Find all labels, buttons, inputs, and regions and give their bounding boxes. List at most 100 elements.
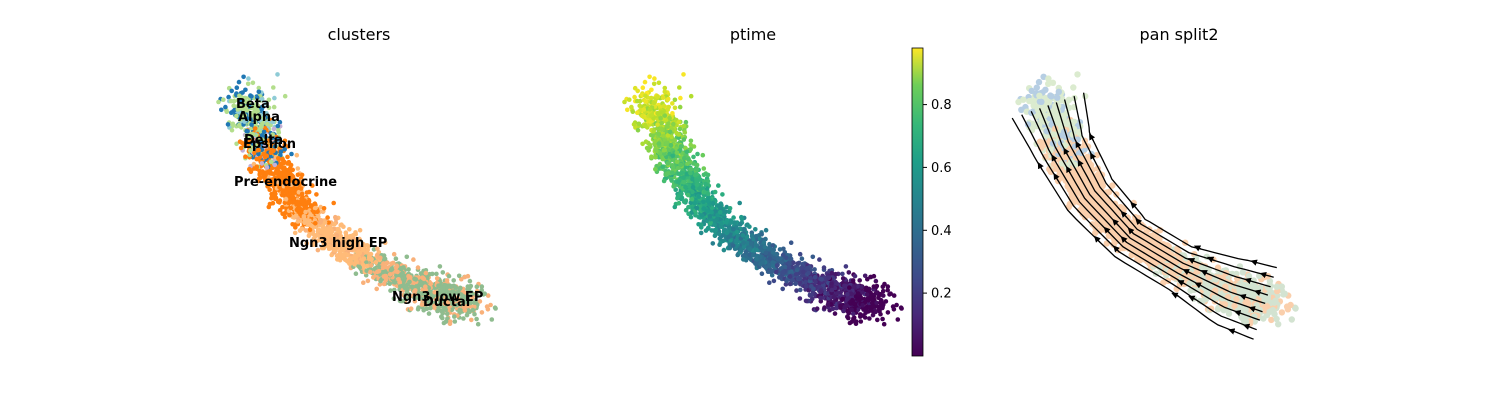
cluster-point xyxy=(407,279,412,285)
ptime-point xyxy=(737,221,743,227)
ptime-point xyxy=(678,95,683,101)
cluster-point xyxy=(301,214,307,219)
ptime-point xyxy=(719,221,724,226)
ptime-point xyxy=(622,99,627,105)
cluster-point xyxy=(479,310,485,315)
ptime-point xyxy=(803,279,808,285)
ptime-point xyxy=(665,107,670,112)
ptime-point xyxy=(676,179,681,185)
cluster-point xyxy=(255,178,261,184)
ptime-point xyxy=(669,178,674,183)
cluster-point xyxy=(245,81,251,87)
cluster-point xyxy=(364,243,370,248)
ptime-point xyxy=(873,309,878,315)
ptime-point xyxy=(830,306,836,312)
ptime-point xyxy=(731,215,736,220)
cluster-point xyxy=(295,166,301,171)
ptime-point xyxy=(681,123,687,129)
ptime-point xyxy=(867,316,872,321)
ptime-point xyxy=(834,281,840,286)
ptime-point xyxy=(665,124,670,129)
ptime-point xyxy=(812,274,818,280)
cluster-point xyxy=(266,138,272,143)
cluster-point xyxy=(489,317,495,322)
ptime-point xyxy=(888,291,893,297)
ptime-point xyxy=(640,113,645,119)
ptime-point xyxy=(712,233,718,239)
ptime-point xyxy=(717,209,723,215)
cluster-point xyxy=(243,95,248,101)
cluster-point xyxy=(420,275,426,281)
ptime-point xyxy=(878,311,883,317)
cluster-point xyxy=(273,191,278,197)
ptime-point xyxy=(881,293,886,298)
ptime-point xyxy=(852,273,858,279)
cluster-point xyxy=(467,309,472,315)
cluster-point xyxy=(444,311,450,317)
ptime-point xyxy=(665,171,670,176)
cluster-point xyxy=(352,254,357,260)
cluster-point xyxy=(382,256,388,262)
cluster-point xyxy=(368,263,374,268)
ptime-point xyxy=(647,142,653,148)
ptime-point xyxy=(688,138,694,144)
cluster-point xyxy=(404,254,410,260)
cluster-point xyxy=(395,269,400,275)
cluster-point xyxy=(236,79,242,85)
ptime-point xyxy=(727,206,733,211)
cluster-point xyxy=(282,138,288,144)
cluster-point xyxy=(479,284,485,289)
ptime-point xyxy=(672,105,678,111)
cluster-point xyxy=(434,271,439,277)
ptime-point xyxy=(748,241,754,246)
cluster-point xyxy=(378,255,383,261)
cluster-point xyxy=(266,204,272,210)
ptime-point xyxy=(754,233,759,239)
cluster-point xyxy=(485,293,491,298)
cluster-point xyxy=(406,267,411,272)
ptime-point xyxy=(818,295,823,301)
cluster-point xyxy=(444,278,450,283)
cluster-point xyxy=(328,229,334,235)
ptime-point xyxy=(846,311,851,316)
cluster-point xyxy=(445,284,450,290)
cluster-point xyxy=(331,200,337,206)
ptime-point xyxy=(787,261,792,266)
cluster-label: Ngn3 high EP xyxy=(289,236,387,251)
cluster-point xyxy=(256,85,262,91)
cluster-point xyxy=(307,227,313,233)
cluster-point xyxy=(397,279,402,285)
cluster-point xyxy=(485,307,491,312)
cluster-point xyxy=(314,192,319,197)
ptime-point xyxy=(725,229,730,235)
ptime-point xyxy=(698,230,704,236)
cluster-point xyxy=(311,236,317,241)
cluster-point xyxy=(264,101,269,106)
ptime-point xyxy=(862,273,868,279)
ptime-point xyxy=(635,88,640,94)
cluster-point xyxy=(331,221,337,227)
colorbar-gradient xyxy=(911,47,924,357)
cluster-point xyxy=(447,321,453,327)
cluster-point xyxy=(282,93,288,99)
ptime-point xyxy=(798,287,803,293)
ptime-point xyxy=(651,81,657,87)
ptime-point xyxy=(721,247,727,253)
ptime-point xyxy=(880,284,886,290)
ptime-point xyxy=(775,256,780,262)
ptime-point xyxy=(684,149,690,154)
ptime-point xyxy=(655,122,660,127)
cluster-point xyxy=(477,299,483,304)
ptime-point xyxy=(674,159,680,164)
ptime-point xyxy=(758,245,763,250)
cluster-point xyxy=(361,256,367,261)
cluster-point xyxy=(286,200,292,206)
ptime-point xyxy=(847,285,852,290)
cluster-point xyxy=(412,299,418,304)
ptime-point xyxy=(677,85,682,90)
cluster-label: Alpha xyxy=(238,110,280,125)
ptime-point xyxy=(656,132,662,137)
cluster-point xyxy=(229,127,235,133)
ptime-point xyxy=(681,175,686,180)
ptime-point xyxy=(634,98,640,104)
